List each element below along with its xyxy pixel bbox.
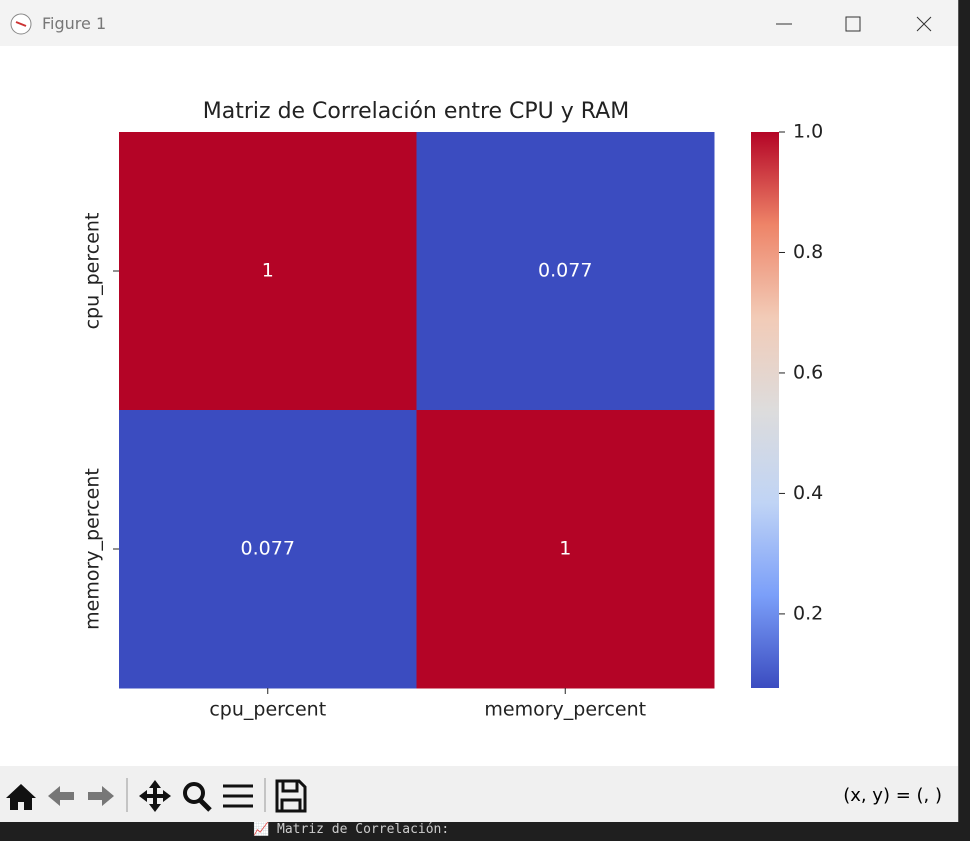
colorbar — [751, 132, 779, 688]
colorbar-tick-label: 0.4 — [793, 482, 823, 504]
forward-button[interactable] — [88, 786, 114, 806]
cell-label: 0.077 — [241, 538, 295, 560]
cell-label: 1 — [559, 538, 571, 560]
home-button[interactable] — [6, 784, 36, 810]
chart-title: Matriz de Correlación entre CPU y RAM — [203, 99, 629, 124]
chart: Matriz de Correlación entre CPU y RAM 1 0… — [82, 99, 824, 721]
heatmap-cell — [119, 410, 417, 689]
x-tick-label: memory_percent — [484, 699, 646, 721]
colorbar-tick-label: 0.8 — [793, 241, 823, 263]
coordinates-status: (x, y) = (, ) — [843, 785, 942, 806]
heatmap-cell — [119, 132, 417, 411]
window-title: Figure 1 — [42, 14, 107, 33]
terminal-text: 📈 Matriz de Correlación: — [253, 822, 450, 837]
configure-button[interactable] — [223, 784, 253, 808]
toolbar: (x, y) = (, ) — [0, 766, 958, 822]
colorbar-tick-label: 0.2 — [793, 602, 823, 624]
x-tick-label: cpu_percent — [209, 699, 326, 721]
maximize-button[interactable] — [845, 16, 861, 32]
heatmap-cell — [416, 132, 715, 411]
terminal-line: Matriz de Correlación: — [277, 822, 450, 837]
toolbar-icons — [6, 778, 307, 813]
colorbar-tick-label: 1.0 — [793, 121, 823, 143]
y-tick-label: cpu_percent — [82, 213, 104, 330]
pan-button[interactable] — [139, 780, 171, 812]
title-bar: Figure 1 — [0, 0, 958, 46]
close-button[interactable] — [916, 16, 932, 32]
title-bar-icons — [10, 13, 932, 35]
cell-label: 1 — [262, 260, 274, 282]
figure-window: Figure 1 Matriz de Correlación entre CPU… — [0, 0, 959, 822]
zoom-button[interactable] — [183, 782, 205, 804]
y-tick-label: memory_percent — [82, 468, 104, 630]
back-button[interactable] — [48, 786, 74, 806]
zoom-handle — [198, 798, 212, 812]
colorbar-tick-label: 0.6 — [793, 361, 823, 383]
cell-label: 0.077 — [538, 260, 592, 282]
app-icon-mark — [15, 21, 27, 27]
save-button[interactable] — [275, 779, 307, 813]
heatmap-cell — [416, 410, 715, 689]
